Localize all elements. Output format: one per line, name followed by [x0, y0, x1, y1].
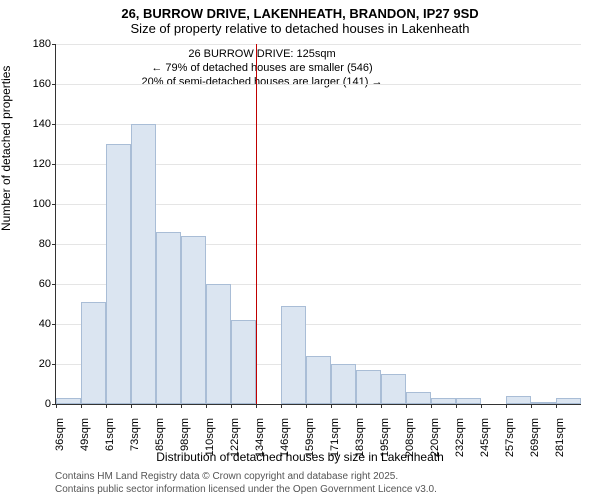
x-tick-mark [531, 404, 532, 408]
bar [281, 306, 306, 404]
bar [81, 302, 106, 404]
marker-line [256, 44, 257, 404]
y-tick-label: 140 [33, 118, 51, 130]
grid-line [56, 84, 581, 85]
bar [131, 124, 156, 404]
x-tick-label: 85sqm [154, 418, 166, 451]
x-tick-mark [131, 404, 132, 408]
y-tick-mark [52, 164, 56, 165]
bar [231, 320, 256, 404]
marker-label-left: ← 79% of detached houses are smaller (54… [142, 62, 383, 76]
bar [531, 402, 556, 404]
y-tick-label: 160 [33, 78, 51, 90]
x-tick-mark [406, 404, 407, 408]
bar [106, 144, 131, 404]
x-tick-mark [381, 404, 382, 408]
y-tick-label: 60 [39, 278, 51, 290]
x-tick-mark [431, 404, 432, 408]
plot-area: 26 BURROW DRIVE: 125sqm ← 79% of detache… [55, 44, 581, 405]
x-tick-mark [331, 404, 332, 408]
x-tick-mark [281, 404, 282, 408]
bar [406, 392, 431, 404]
bar [431, 398, 456, 404]
y-tick-mark [52, 244, 56, 245]
marker-label-right: 20% of semi-detached houses are larger (… [142, 76, 383, 90]
y-tick-label: 180 [33, 38, 51, 50]
y-tick-mark [52, 84, 56, 85]
x-tick-label: 61sqm [104, 418, 116, 451]
y-tick-label: 120 [33, 158, 51, 170]
y-tick-label: 40 [39, 318, 51, 330]
chart-container: 26, BURROW DRIVE, LAKENHEATH, BRANDON, I… [0, 0, 600, 500]
y-tick-mark [52, 364, 56, 365]
bar [56, 398, 81, 404]
marker-label-main: 26 BURROW DRIVE: 125sqm [142, 48, 383, 62]
y-axis-label: Number of detached properties [0, 66, 13, 231]
y-tick-mark [52, 124, 56, 125]
x-axis-label: Distribution of detached houses by size … [0, 450, 600, 464]
x-tick-label: 98sqm [179, 418, 191, 451]
x-tick-mark [556, 404, 557, 408]
y-tick-label: 0 [45, 398, 51, 410]
y-tick-mark [52, 204, 56, 205]
bar [306, 356, 331, 404]
title-sub: Size of property relative to detached ho… [0, 21, 600, 38]
bar [331, 364, 356, 404]
x-tick-mark [206, 404, 207, 408]
bar [156, 232, 181, 404]
x-tick-mark [181, 404, 182, 408]
x-tick-mark [156, 404, 157, 408]
footer: Contains HM Land Registry data © Crown c… [55, 470, 437, 496]
x-tick-label: 36sqm [54, 418, 66, 451]
x-tick-mark [81, 404, 82, 408]
x-tick-mark [56, 404, 57, 408]
x-tick-mark [256, 404, 257, 408]
x-tick-mark [356, 404, 357, 408]
footer-line-2: Contains public sector information licen… [55, 483, 437, 496]
y-tick-mark [52, 284, 56, 285]
x-tick-label: 73sqm [129, 418, 141, 451]
bar [381, 374, 406, 404]
footer-line-1: Contains HM Land Registry data © Crown c… [55, 470, 437, 483]
bar [356, 370, 381, 404]
bar [556, 398, 581, 404]
bar [456, 398, 481, 404]
title-main: 26, BURROW DRIVE, LAKENHEATH, BRANDON, I… [0, 0, 600, 21]
x-tick-mark [106, 404, 107, 408]
x-tick-mark [481, 404, 482, 408]
bar [506, 396, 531, 404]
grid-line [56, 44, 581, 45]
y-tick-label: 80 [39, 238, 51, 250]
y-tick-mark [52, 324, 56, 325]
x-tick-mark [306, 404, 307, 408]
y-tick-label: 100 [33, 198, 51, 210]
y-tick-label: 20 [39, 358, 51, 370]
x-tick-mark [506, 404, 507, 408]
y-tick-mark [52, 44, 56, 45]
bar [181, 236, 206, 404]
x-tick-mark [456, 404, 457, 408]
x-tick-label: 49sqm [79, 418, 91, 451]
bar [206, 284, 231, 404]
x-tick-mark [231, 404, 232, 408]
